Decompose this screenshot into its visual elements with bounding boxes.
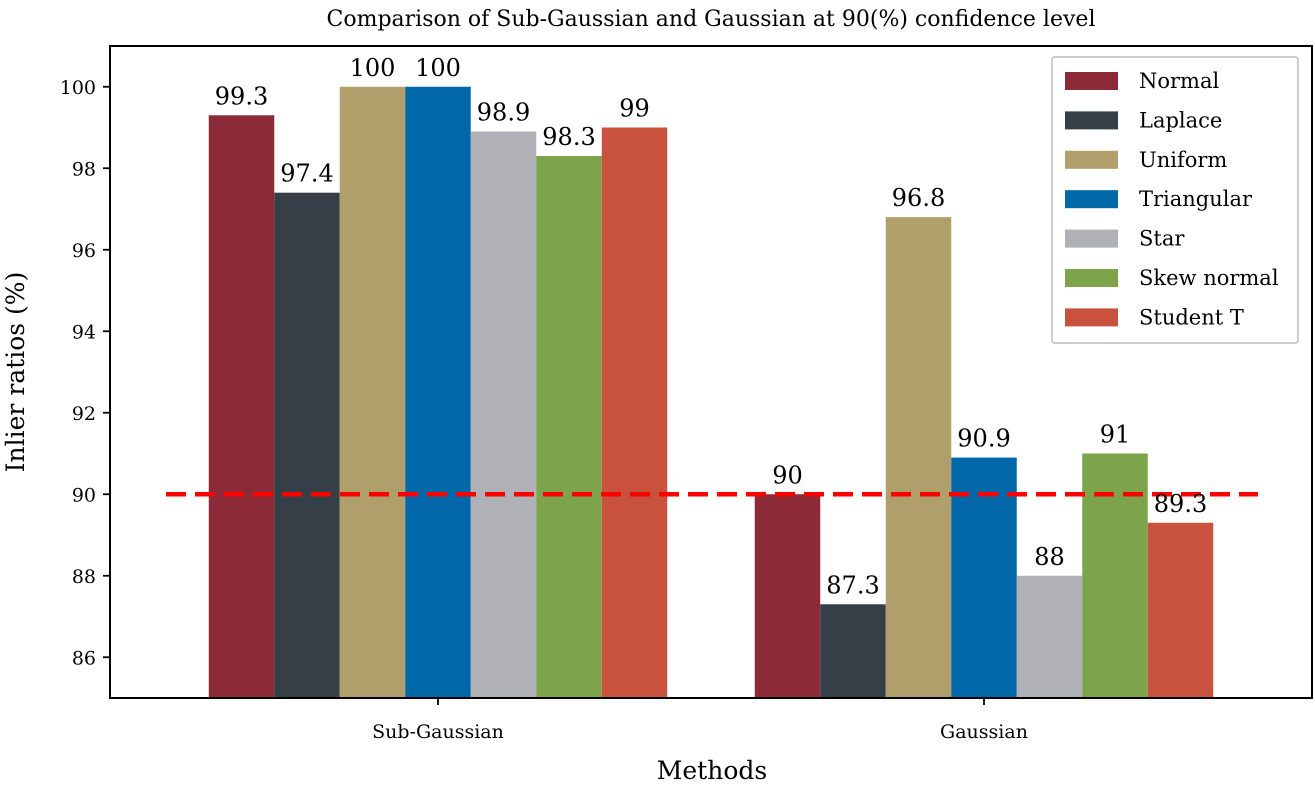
plot-frame [109,45,1313,699]
y-tick-label: 92 [72,403,96,425]
legend-label: Skew normal [1139,266,1279,290]
y-tick-label: 94 [72,321,96,343]
legend-swatch [1065,269,1118,287]
legend-swatch [1065,190,1118,209]
data-label: 91 [1100,421,1131,449]
bar-skew-normal-gaussian [1082,453,1148,698]
data-label: 98.9 [477,99,530,127]
y-tick-label: 90 [72,484,96,506]
bar-star-gaussian [1016,575,1083,698]
data-label: 87.3 [826,571,879,599]
data-label: 89.3 [1154,490,1207,518]
x-axis-title: Methods [657,756,767,785]
data-label: 88 [1034,543,1065,571]
bar-skew-normal-sub-gaussian [536,156,602,698]
chart-title: Comparison of Sub-Gaussian and Gaussian … [327,7,1096,32]
legend-swatch [1065,72,1118,90]
data-labels-layer: 99.3 90 97.4 87.3 100 96.8 100 90.9 98.9 88 98.3 91… [215,54,1207,600]
legend-label: Normal [1139,69,1219,93]
legend-swatch [1065,150,1118,169]
bar-normal-gaussian [754,494,821,698]
y-tick-label: 96 [72,240,96,262]
data-label: 99.3 [215,82,268,110]
legend-swatch [1065,229,1118,248]
data-label: 97.4 [280,160,333,188]
bar-uniform-gaussian [885,217,952,698]
bar-laplace-sub-gaussian [274,192,340,698]
bars-layer [208,86,1214,698]
bar-star-sub-gaussian [470,131,537,698]
y-axis: 86 88 90 92 94 96 98 100 [60,77,110,669]
legend: Normal Laplace Uniform Triangular Star Skew n… [1051,56,1299,344]
legend-swatch [1065,308,1118,327]
x-tick-label: Sub-Gaussian [372,721,504,743]
bar-normal-sub-gaussian [208,115,275,698]
legend-swatch [1065,111,1118,130]
data-label: 98.3 [542,123,595,151]
legend-label: Laplace [1139,108,1222,132]
bar-triangular-sub-gaussian [405,86,471,698]
y-tick-label: 100 [60,77,96,99]
legend-label: Star [1139,227,1185,251]
data-label: 90.9 [957,425,1010,453]
bar-student-t-gaussian [1147,522,1214,698]
data-label: 100 [415,54,461,82]
legend-label: Uniform [1139,148,1227,172]
bar-uniform-sub-gaussian [339,86,406,698]
bar-student-t-sub-gaussian [601,127,668,698]
data-label: 100 [350,54,396,82]
y-axis-title: Inlier ratios (%) [1,272,30,473]
x-tick-label: Gaussian [940,721,1028,743]
data-label: 96.8 [892,184,945,212]
bar-laplace-gaussian [820,604,886,698]
bar-triangular-gaussian [951,457,1017,698]
legend-label: Student T [1139,305,1244,329]
data-label: 99 [619,95,650,123]
data-label: 90 [772,461,803,489]
x-axis: Sub-Gaussian Gaussian [372,698,1028,743]
y-tick-label: 88 [72,566,96,588]
legend-label: Triangular [1139,187,1253,211]
y-tick-label: 98 [72,158,96,180]
y-tick-label: 86 [72,647,96,669]
